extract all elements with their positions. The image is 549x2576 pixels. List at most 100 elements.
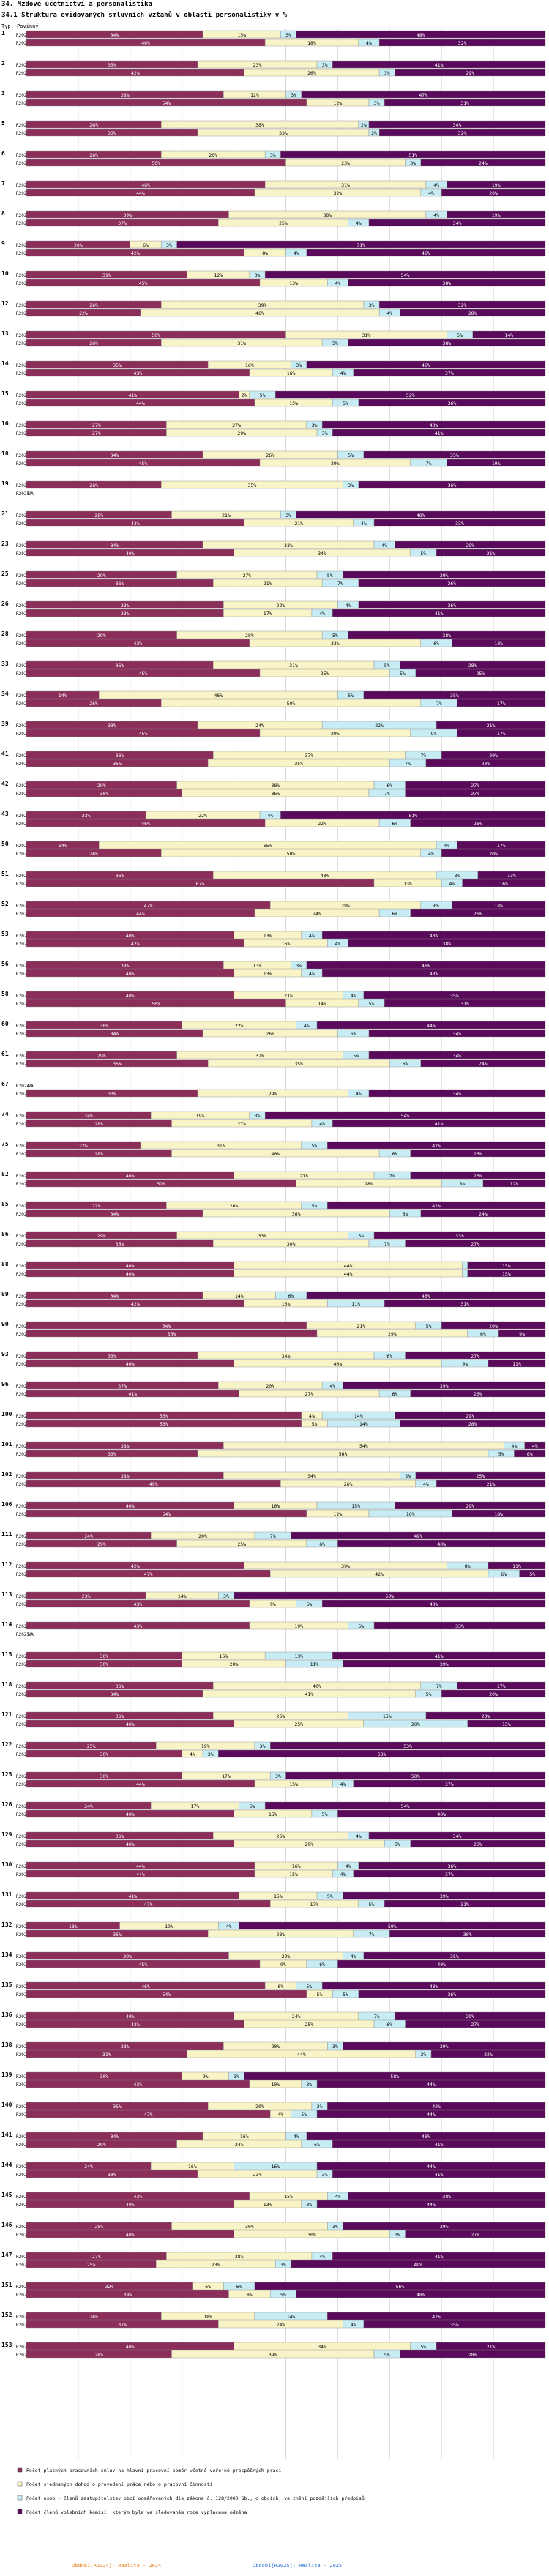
bar-value-label: 35% [113,2104,122,2110]
group-label: 82 [1,1171,9,1177]
bar-value-label: 52% [157,1181,165,1187]
bar-segment [316,1021,546,1030]
bar-value-label: 5% [327,1894,333,1899]
row-label: R2025 [16,1932,29,1937]
row-label: R2024 [16,1234,29,1239]
group-label: 75 [1,1141,9,1147]
row-label: R2024 [16,2014,29,2020]
bar-value-label: 20% [266,1383,274,1389]
bar-value-label: 3% [317,2104,323,2110]
bar-value-label: 41% [305,1691,314,1697]
row-label: R2025 [16,1152,29,1157]
bar-value-label: 3% [332,2044,338,2050]
bar-value-label: 32% [334,190,343,196]
row-label: R2024 [16,663,29,669]
row-label: R2025 [16,1062,29,1067]
row-label: R2025 [16,2353,29,2358]
bar-value-label: 11% [351,1301,360,1307]
group-label: 151 [1,2282,12,2288]
bar-value-label: 31% [460,1301,469,1307]
bar-segment [358,480,546,489]
bar-value-label: 4% [356,1091,362,1097]
bar-value-label: 39% [440,573,449,578]
bar-value-label: 6% [480,1331,486,1337]
bar-segment [457,729,546,737]
bar-value-label: 23% [253,62,262,68]
bar-value-label: 28% [468,310,477,316]
bar-segment [368,1051,546,1060]
bar-segment [395,1501,546,1510]
bar-value-label: 37% [445,371,454,376]
bar-value-label: 3% [296,362,302,368]
row-label: R2025 [16,671,29,677]
bar-value-label: 4% [309,1413,315,1419]
type-line: Typ: Povinný [1,23,39,29]
bar-value-label: 17% [310,1902,319,1907]
bar-value-label: 16% [282,1301,291,1307]
bar-segment [358,578,546,587]
group-label: 23 [1,540,9,547]
bar-value-label: 24% [84,2164,93,2170]
bar-value-label: 71% [356,242,365,248]
bar-value-label: 39% [123,1954,132,1959]
bar-value-label: 40% [126,2344,135,2350]
group-label: 118 [1,1681,12,1688]
group-label: 130 [1,1861,12,1868]
bar-value-label: 8% [460,1181,466,1187]
bar-value-label: 40% [126,2014,135,2020]
bar-value-label: 5% [420,2344,426,2350]
bar-value-label: 50% [287,701,296,707]
bar-segment [301,90,546,99]
bar-value-label: 9% [519,1331,525,1337]
bar-value-label: 45% [139,731,148,737]
group-label: 138 [1,2041,12,2048]
bar-value-label: 6% [527,1451,533,1457]
bar-value-label: 9% [270,1601,276,1607]
bar-value-label: 6% [403,1061,408,1067]
bar-value-label: 46% [214,693,223,699]
bar-value-label: 22% [79,1143,88,1149]
bar-value-label: 17% [497,1683,506,1689]
bar-segment [337,1809,546,1818]
bar-value-label: 9% [462,1361,468,1367]
group-label: 134 [1,1951,12,1958]
bar-value-label: 21% [487,2344,496,2350]
bar-value-label: 5% [306,1601,312,1607]
row-label: R2025 [16,1872,29,1877]
bar-value-label: 5% [358,1233,364,1239]
group-label: 121 [1,1711,12,1718]
bar-value-label: 41% [435,2254,444,2260]
bar-value-label: 28% [468,663,477,669]
bar-value-label: 5% [384,663,390,669]
bar-value-label: 24% [277,2322,285,2328]
bar-value-label: 7% [405,761,411,767]
bar-value-label: 42% [432,1143,441,1149]
bar-value-label: 3% [255,1113,261,1119]
bar-value-label: 28% [277,1932,285,1937]
bar-segment [363,1951,546,1960]
row-label: R2024 [16,1024,29,1029]
group-label: 12 [1,300,9,307]
group-label: 21 [1,510,9,517]
bar-segment [373,1231,546,1240]
bar-value-label: 4% [512,1443,518,1449]
bar-value-label: 28% [245,633,254,639]
row-label: R2025 [16,1902,29,1907]
bar-value-label: 40% [126,993,135,999]
bar-value-label: 42% [432,2104,441,2110]
bar-value-label: 45% [139,671,148,677]
legend-label: Počet sjednaných dohod o provedení práce… [26,2482,212,2487]
bar-value-label: 31% [460,100,469,106]
bar-segment [327,2102,546,2110]
bar-value-label: 22% [318,821,326,827]
row-label: R2025 [16,2112,29,2118]
chart-subtitle: 34.1 Struktura evidovaných smluvních vzt… [1,12,288,19]
row-label: R2024 [16,1414,29,1419]
row-label: R2025 [16,1392,29,1397]
bar-value-label: 50% [152,332,160,338]
bar-value-label: 29% [341,903,350,909]
row-label: R2024 [16,753,29,759]
bar-segment [477,871,546,879]
bar-value-label: 4% [361,521,367,526]
bar-value-label: 4% [335,2194,340,2200]
